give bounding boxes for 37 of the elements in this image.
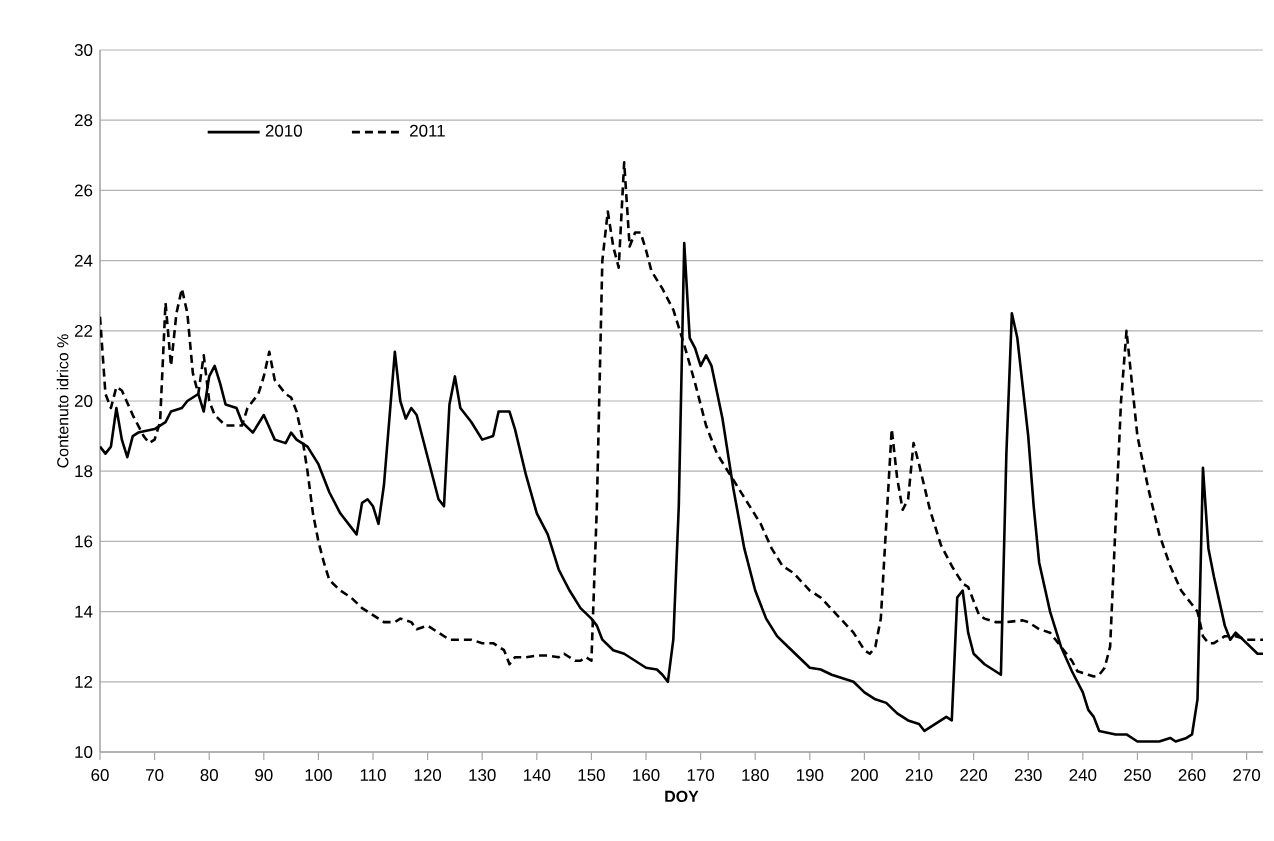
legend-label: 2010 [265,124,302,137]
y-axis-title: Contenuto idrico % [56,334,69,468]
y-tick-label: 22 [74,324,93,337]
x-tick-label: 270 [1233,769,1261,782]
x-tick-label: 150 [578,769,605,782]
x-tick-label: 230 [1014,769,1042,782]
y-tick-label: 26 [74,184,93,197]
x-tick-label: 180 [742,769,769,782]
x-tick-label: 260 [1178,769,1206,782]
y-tick-label: 16 [75,535,93,548]
y-tick-label: 18 [75,465,93,478]
x-tick-label: 80 [200,769,218,782]
y-tick-label: 28 [74,114,93,127]
x-tick-label: 160 [633,769,660,782]
y-tick-label: 12 [75,675,93,688]
x-tick-label: 200 [851,769,878,782]
x-tick-label: 240 [1069,769,1097,782]
x-axis-title: DOY [665,790,699,802]
x-tick-label: 170 [687,769,715,782]
x-tick-label: 90 [255,769,273,782]
x-tick-label: 70 [146,769,164,782]
y-tick-label: 20 [74,395,93,407]
x-tick-label: 120 [414,769,442,782]
x-tick-label: 110 [360,769,386,782]
x-tick-label: 210 [905,769,933,782]
x-tick-label: 140 [523,769,551,782]
x-tick-label: 100 [305,769,332,782]
x-tick-label: 190 [796,769,824,782]
x-tick-label: 250 [1124,769,1151,782]
y-tick-label: 14 [75,605,93,618]
x-tick-label: 130 [469,769,496,782]
y-tick-label: 30 [74,44,93,56]
legend-label: 2011 [410,124,445,137]
y-tick-label: 24 [74,254,93,267]
y-tick-label: 10 [75,746,93,758]
x-tick-label: 220 [960,769,988,782]
x-tick-label: 60 [91,769,109,782]
